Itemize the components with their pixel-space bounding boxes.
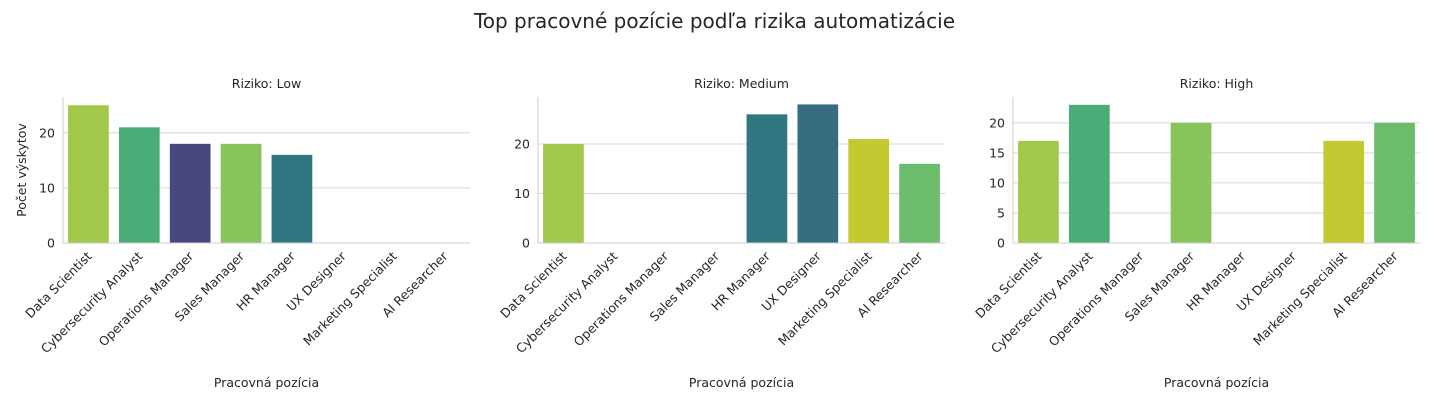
x-tick-label: Cybersecurity Analyst bbox=[988, 248, 1096, 356]
x-tick-label: Operations Manager bbox=[571, 248, 672, 349]
bar bbox=[220, 143, 262, 243]
y-tick-label: 20 bbox=[514, 137, 530, 152]
y-tick-label: 20 bbox=[39, 125, 55, 140]
bar bbox=[1170, 122, 1212, 243]
x-tick-label: Operations Manager bbox=[96, 248, 197, 349]
bar bbox=[68, 105, 109, 243]
bar bbox=[1068, 104, 1110, 243]
panel-title: Riziko: High bbox=[1180, 76, 1254, 91]
bar bbox=[118, 127, 160, 243]
x-tick-label: Marketing Specialist bbox=[300, 248, 400, 348]
x-tick-label: Marketing Specialist bbox=[1250, 248, 1350, 348]
bar bbox=[848, 139, 890, 243]
y-tick-label: 10 bbox=[39, 180, 55, 195]
bar bbox=[1323, 140, 1365, 243]
y-tick-label: 15 bbox=[989, 145, 1005, 160]
bar bbox=[271, 154, 313, 243]
x-axis-label: Pracovná pozícia bbox=[214, 375, 319, 390]
y-tick-label: 10 bbox=[989, 175, 1005, 190]
bar bbox=[746, 114, 788, 243]
y-tick-label: 20 bbox=[989, 115, 1005, 130]
bar bbox=[1018, 140, 1059, 243]
chart-title: Top pracovné pozície podľa rizika automa… bbox=[473, 9, 955, 33]
bar bbox=[169, 143, 211, 243]
x-tick-label: Operations Manager bbox=[1046, 248, 1147, 349]
x-axis-label: Pracovná pozícia bbox=[689, 375, 794, 390]
bar bbox=[797, 104, 839, 243]
y-tick-label: 0 bbox=[997, 236, 1005, 251]
bar bbox=[899, 163, 940, 243]
panel-title: Riziko: Medium bbox=[694, 76, 789, 91]
x-tick-label: Cybersecurity Analyst bbox=[513, 248, 621, 356]
y-axis-label: Počet výskytov bbox=[14, 123, 29, 217]
x-axis-label: Pracovná pozícia bbox=[1164, 375, 1269, 390]
bar bbox=[543, 144, 584, 243]
bar bbox=[1374, 122, 1415, 243]
y-tick-label: 0 bbox=[522, 236, 530, 251]
panel-title: Riziko: Low bbox=[232, 76, 301, 91]
y-tick-label: 10 bbox=[514, 186, 530, 201]
y-tick-label: 5 bbox=[997, 205, 1005, 220]
y-tick-label: 0 bbox=[47, 236, 55, 251]
x-tick-label: Cybersecurity Analyst bbox=[38, 248, 146, 356]
x-tick-label: Marketing Specialist bbox=[775, 248, 875, 348]
